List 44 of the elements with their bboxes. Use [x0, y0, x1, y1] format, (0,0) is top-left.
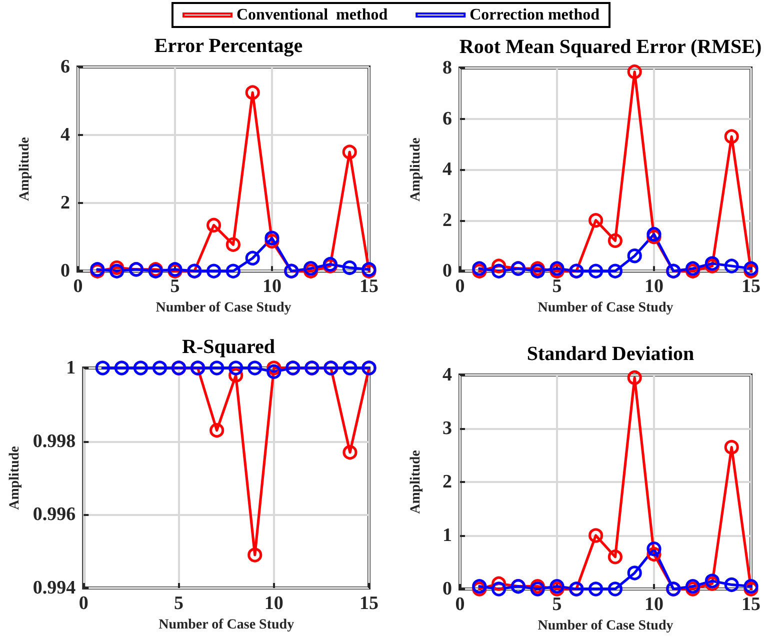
y-tick-label: 0.998 [32, 430, 76, 452]
y-tick-label: 1 [66, 358, 76, 378]
y-tick-label: 6 [60, 56, 70, 78]
x-tick-label: 15 [360, 593, 378, 614]
chart-title: Root Mean Squared Error (RMSE) [459, 36, 762, 58]
x-axis-title: Number of Case Study [158, 617, 294, 632]
y-tick-label: 0.994 [32, 578, 76, 598]
y-axis-title: Amplitude [408, 138, 424, 202]
legend-label: Conventional method [236, 6, 388, 24]
y-tick-label: 0 [442, 578, 452, 600]
chart-title: R-Squared [182, 336, 275, 358]
legend-label: Correction method [470, 6, 600, 24]
x-axis-title: Number of Case Study [156, 300, 292, 316]
x-axis-title: Number of Case Study [538, 618, 674, 634]
y-tick-label: 4 [60, 124, 70, 146]
y-axis-title: Amplitude [8, 446, 22, 510]
y-tick-label: 2 [442, 472, 452, 492]
y-tick-label: 0 [60, 260, 70, 282]
y-tick-label: 0 [442, 260, 452, 282]
y-tick-label: 1 [442, 525, 452, 546]
x-tick-label: 5 [552, 276, 562, 298]
y-tick-label: 4 [442, 159, 452, 180]
y-tick-label: 2 [60, 192, 70, 214]
y-tick-label: 0.996 [32, 504, 76, 526]
x-tick-label: 10 [262, 276, 282, 298]
y-tick-label: 6 [442, 108, 452, 130]
x-tick-label: 5 [552, 594, 562, 615]
y-tick-label: 4 [442, 364, 452, 386]
x-tick-label: 10 [644, 276, 664, 298]
x-tick-label: 5 [174, 593, 184, 614]
y-tick-label: 2 [442, 210, 452, 231]
x-tick-label: 15 [742, 594, 760, 615]
x-axis-title: Number of Case Study [538, 300, 674, 316]
y-tick-label: 8 [442, 58, 452, 78]
y-axis-title: Amplitude [408, 450, 424, 514]
x-tick-label: 5 [170, 276, 180, 298]
x-tick-label: 15 [360, 276, 378, 298]
chart-title: Standard Deviation [526, 343, 694, 365]
y-axis-title: Amplitude [18, 137, 32, 201]
x-tick-label: 10 [644, 594, 664, 615]
chart-title: Error Percentage [154, 35, 303, 57]
x-tick-label: 15 [742, 276, 760, 298]
y-tick-label: 3 [442, 418, 452, 439]
x-tick-label: 10 [264, 593, 284, 614]
